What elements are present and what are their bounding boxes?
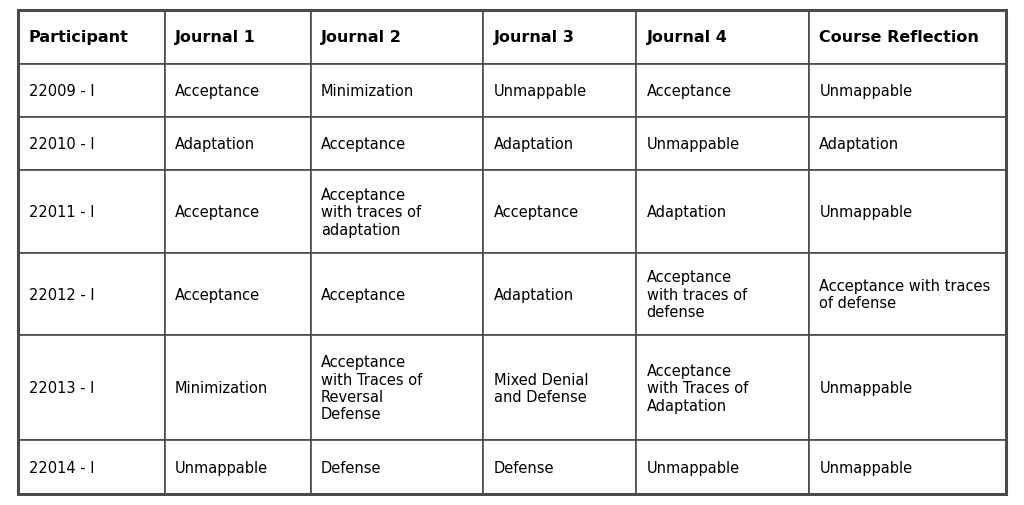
- Bar: [165, 336, 310, 440]
- Text: Course Reflection: Course Reflection: [819, 30, 979, 45]
- Bar: [483, 11, 636, 65]
- Text: Minimization: Minimization: [321, 84, 414, 98]
- Text: Unmappable: Unmappable: [819, 460, 912, 475]
- Bar: [636, 336, 809, 440]
- Text: Adaptation: Adaptation: [819, 137, 899, 152]
- Text: Adaptation: Adaptation: [494, 137, 573, 152]
- Text: Journal 4: Journal 4: [646, 30, 727, 45]
- Text: Minimization: Minimization: [175, 381, 268, 395]
- Bar: [18, 65, 165, 118]
- Text: Acceptance
with Traces of
Adaptation: Acceptance with Traces of Adaptation: [646, 363, 748, 413]
- Text: 22014 - I: 22014 - I: [29, 460, 94, 475]
- Text: Acceptance: Acceptance: [175, 205, 260, 220]
- Text: Journal 2: Journal 2: [321, 30, 401, 45]
- Bar: [483, 254, 636, 336]
- Text: Mixed Denial
and Defense: Mixed Denial and Defense: [494, 372, 588, 405]
- Bar: [18, 118, 165, 171]
- Text: Adaptation: Adaptation: [494, 287, 573, 302]
- Bar: [165, 254, 310, 336]
- Bar: [18, 254, 165, 336]
- Text: Unmappable: Unmappable: [646, 137, 739, 152]
- Bar: [165, 118, 310, 171]
- Bar: [310, 440, 483, 494]
- Bar: [310, 11, 483, 65]
- Bar: [483, 118, 636, 171]
- Text: Adaptation: Adaptation: [646, 205, 727, 220]
- Text: Defense: Defense: [494, 460, 554, 475]
- Bar: [809, 336, 1006, 440]
- Text: Acceptance: Acceptance: [646, 84, 732, 98]
- Text: Acceptance
with traces of
adaptation: Acceptance with traces of adaptation: [321, 187, 421, 237]
- Text: Unmappable: Unmappable: [819, 84, 912, 98]
- Text: Journal 3: Journal 3: [494, 30, 574, 45]
- Bar: [18, 440, 165, 494]
- Bar: [636, 65, 809, 118]
- Bar: [165, 11, 310, 65]
- Text: Acceptance: Acceptance: [494, 205, 579, 220]
- Text: Unmappable: Unmappable: [175, 460, 268, 475]
- Text: Acceptance
with Traces of
Reversal
Defense: Acceptance with Traces of Reversal Defen…: [321, 355, 422, 422]
- Text: Acceptance: Acceptance: [321, 287, 406, 302]
- Text: Unmappable: Unmappable: [819, 205, 912, 220]
- Bar: [310, 65, 483, 118]
- Text: 22009 - I: 22009 - I: [29, 84, 94, 98]
- Bar: [636, 171, 809, 254]
- Text: Acceptance
with traces of
defense: Acceptance with traces of defense: [646, 270, 746, 319]
- Bar: [809, 440, 1006, 494]
- Bar: [18, 336, 165, 440]
- Bar: [165, 440, 310, 494]
- Text: Acceptance: Acceptance: [175, 287, 260, 302]
- Text: Acceptance with traces
of defense: Acceptance with traces of defense: [819, 278, 990, 311]
- Bar: [809, 118, 1006, 171]
- Bar: [483, 440, 636, 494]
- Text: Unmappable: Unmappable: [646, 460, 739, 475]
- Bar: [18, 171, 165, 254]
- Bar: [809, 171, 1006, 254]
- Text: Participant: Participant: [29, 30, 129, 45]
- Bar: [310, 171, 483, 254]
- Text: Acceptance: Acceptance: [175, 84, 260, 98]
- Bar: [18, 11, 165, 65]
- Bar: [310, 118, 483, 171]
- Text: 22010 - I: 22010 - I: [29, 137, 94, 152]
- Bar: [636, 118, 809, 171]
- Bar: [165, 171, 310, 254]
- Text: Adaptation: Adaptation: [175, 137, 255, 152]
- Bar: [809, 65, 1006, 118]
- Bar: [310, 254, 483, 336]
- Bar: [636, 440, 809, 494]
- Text: Journal 1: Journal 1: [175, 30, 256, 45]
- Text: Acceptance: Acceptance: [321, 137, 406, 152]
- Text: Unmappable: Unmappable: [494, 84, 587, 98]
- Bar: [809, 11, 1006, 65]
- Text: 22013 - I: 22013 - I: [29, 381, 94, 395]
- Bar: [310, 336, 483, 440]
- Bar: [165, 65, 310, 118]
- Bar: [483, 65, 636, 118]
- Bar: [483, 336, 636, 440]
- Text: Unmappable: Unmappable: [819, 381, 912, 395]
- Bar: [809, 254, 1006, 336]
- Bar: [636, 254, 809, 336]
- Text: 22012 - I: 22012 - I: [29, 287, 94, 302]
- Bar: [483, 171, 636, 254]
- Bar: [636, 11, 809, 65]
- Text: 22011 - I: 22011 - I: [29, 205, 94, 220]
- Text: Defense: Defense: [321, 460, 381, 475]
